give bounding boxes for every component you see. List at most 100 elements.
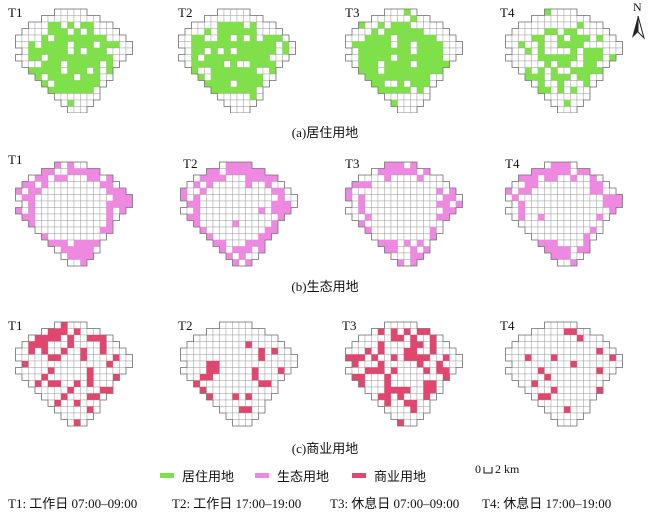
grid-cell [570, 367, 578, 375]
grid-cell-filled [41, 181, 49, 189]
grid-cell [576, 80, 584, 88]
grid-cell [212, 194, 220, 202]
grid-cell [596, 220, 604, 228]
grid-cell-filled [73, 252, 81, 260]
grid-cell [180, 354, 188, 362]
grid-cell [93, 386, 101, 394]
grid-cell [576, 207, 584, 215]
grid-cell [371, 200, 379, 208]
grid-cell-filled [403, 28, 411, 36]
grid-cell-filled [397, 21, 405, 29]
grid-cell [225, 412, 233, 420]
grid-cell [505, 41, 513, 49]
grid-cell [269, 21, 277, 29]
grid-cell [206, 386, 214, 394]
grid-cell [583, 86, 591, 94]
grid-cell [210, 34, 218, 42]
grid-cell [225, 347, 233, 355]
grid-cell [269, 28, 277, 36]
grid-cell [212, 399, 220, 407]
grid-cell [570, 412, 578, 420]
caption-commercial: (c)商业用地 [291, 441, 359, 456]
grid-cell-filled [106, 54, 114, 62]
grid-cell [358, 187, 366, 195]
grid-cell [596, 41, 604, 49]
grid-cell-filled [60, 54, 68, 62]
grid-cell [212, 373, 220, 381]
panel-label: T4 [505, 156, 520, 171]
map-commercial-t4 [505, 321, 623, 427]
grid-cell [245, 252, 253, 260]
grid-cell [112, 341, 120, 349]
grid-cell [251, 252, 259, 260]
grid-cell [204, 34, 212, 42]
grid-cell [537, 200, 545, 208]
grid-cell [377, 200, 385, 208]
grid-cell [178, 41, 186, 49]
grid-cell [73, 341, 81, 349]
grid-cell-filled [416, 360, 424, 368]
grid-cell [557, 386, 565, 394]
grid-cell-filled [73, 54, 81, 62]
grid-cell [576, 354, 584, 362]
grid-cell [73, 194, 81, 202]
grid-cell [576, 174, 584, 182]
grid-cell [230, 99, 238, 107]
grid-cell [403, 80, 411, 88]
grid-cell [236, 15, 244, 23]
grid-cell [73, 161, 81, 169]
grid-cell [251, 181, 259, 189]
grid-cell [60, 354, 68, 362]
grid-cell [403, 213, 411, 221]
grid-cell-filled [583, 67, 591, 75]
grid-cell-filled [416, 41, 424, 49]
grid-cell [212, 380, 220, 388]
grid-cell [93, 187, 101, 195]
grid-cell [602, 367, 610, 375]
grid-cell [384, 15, 392, 23]
grid-cell [390, 226, 398, 234]
grid-cell [518, 373, 526, 381]
grid-cell [236, 93, 244, 101]
grid-cell [67, 8, 75, 16]
grid-cell [204, 67, 212, 75]
grid-cell [93, 373, 101, 381]
grid-cell [80, 207, 88, 215]
grid-cell-filled [410, 347, 418, 355]
grid-cell-filled [277, 213, 285, 221]
grid-cell [423, 207, 431, 215]
grid-cell [596, 354, 604, 362]
grid-cell [442, 341, 450, 349]
grid-cell-filled [243, 67, 251, 75]
grid-cell-filled [47, 328, 55, 336]
grid-cell [223, 15, 231, 23]
grid-cell [358, 367, 366, 375]
grid-cell [73, 15, 81, 23]
grid-cell-filled [371, 34, 379, 42]
grid-cell [290, 194, 298, 202]
grid-cell [199, 354, 207, 362]
grid-cell [442, 347, 450, 355]
grid-cell [576, 93, 584, 101]
grid-cell [429, 367, 437, 375]
grid-cell-filled [119, 187, 127, 195]
grid-cell [238, 347, 246, 355]
grid-cell-filled [60, 347, 68, 355]
grid-cell [524, 28, 532, 36]
grid-cell [251, 233, 259, 241]
grid-cell [429, 200, 437, 208]
grid-cell [232, 181, 240, 189]
grid-cell [238, 412, 246, 420]
grid-cell [197, 67, 205, 75]
grid-cell [93, 194, 101, 202]
grid-cell-filled [455, 200, 463, 208]
grid-cell [563, 393, 571, 401]
grid-cell [570, 233, 578, 241]
grid-cell-filled [557, 34, 565, 42]
grid-cell [34, 213, 42, 221]
grid-cell [251, 360, 259, 368]
grid-cell-filled [54, 34, 62, 42]
grid-cell [403, 321, 411, 329]
grid-cell-filled [583, 168, 591, 176]
grid-cell [397, 174, 405, 182]
